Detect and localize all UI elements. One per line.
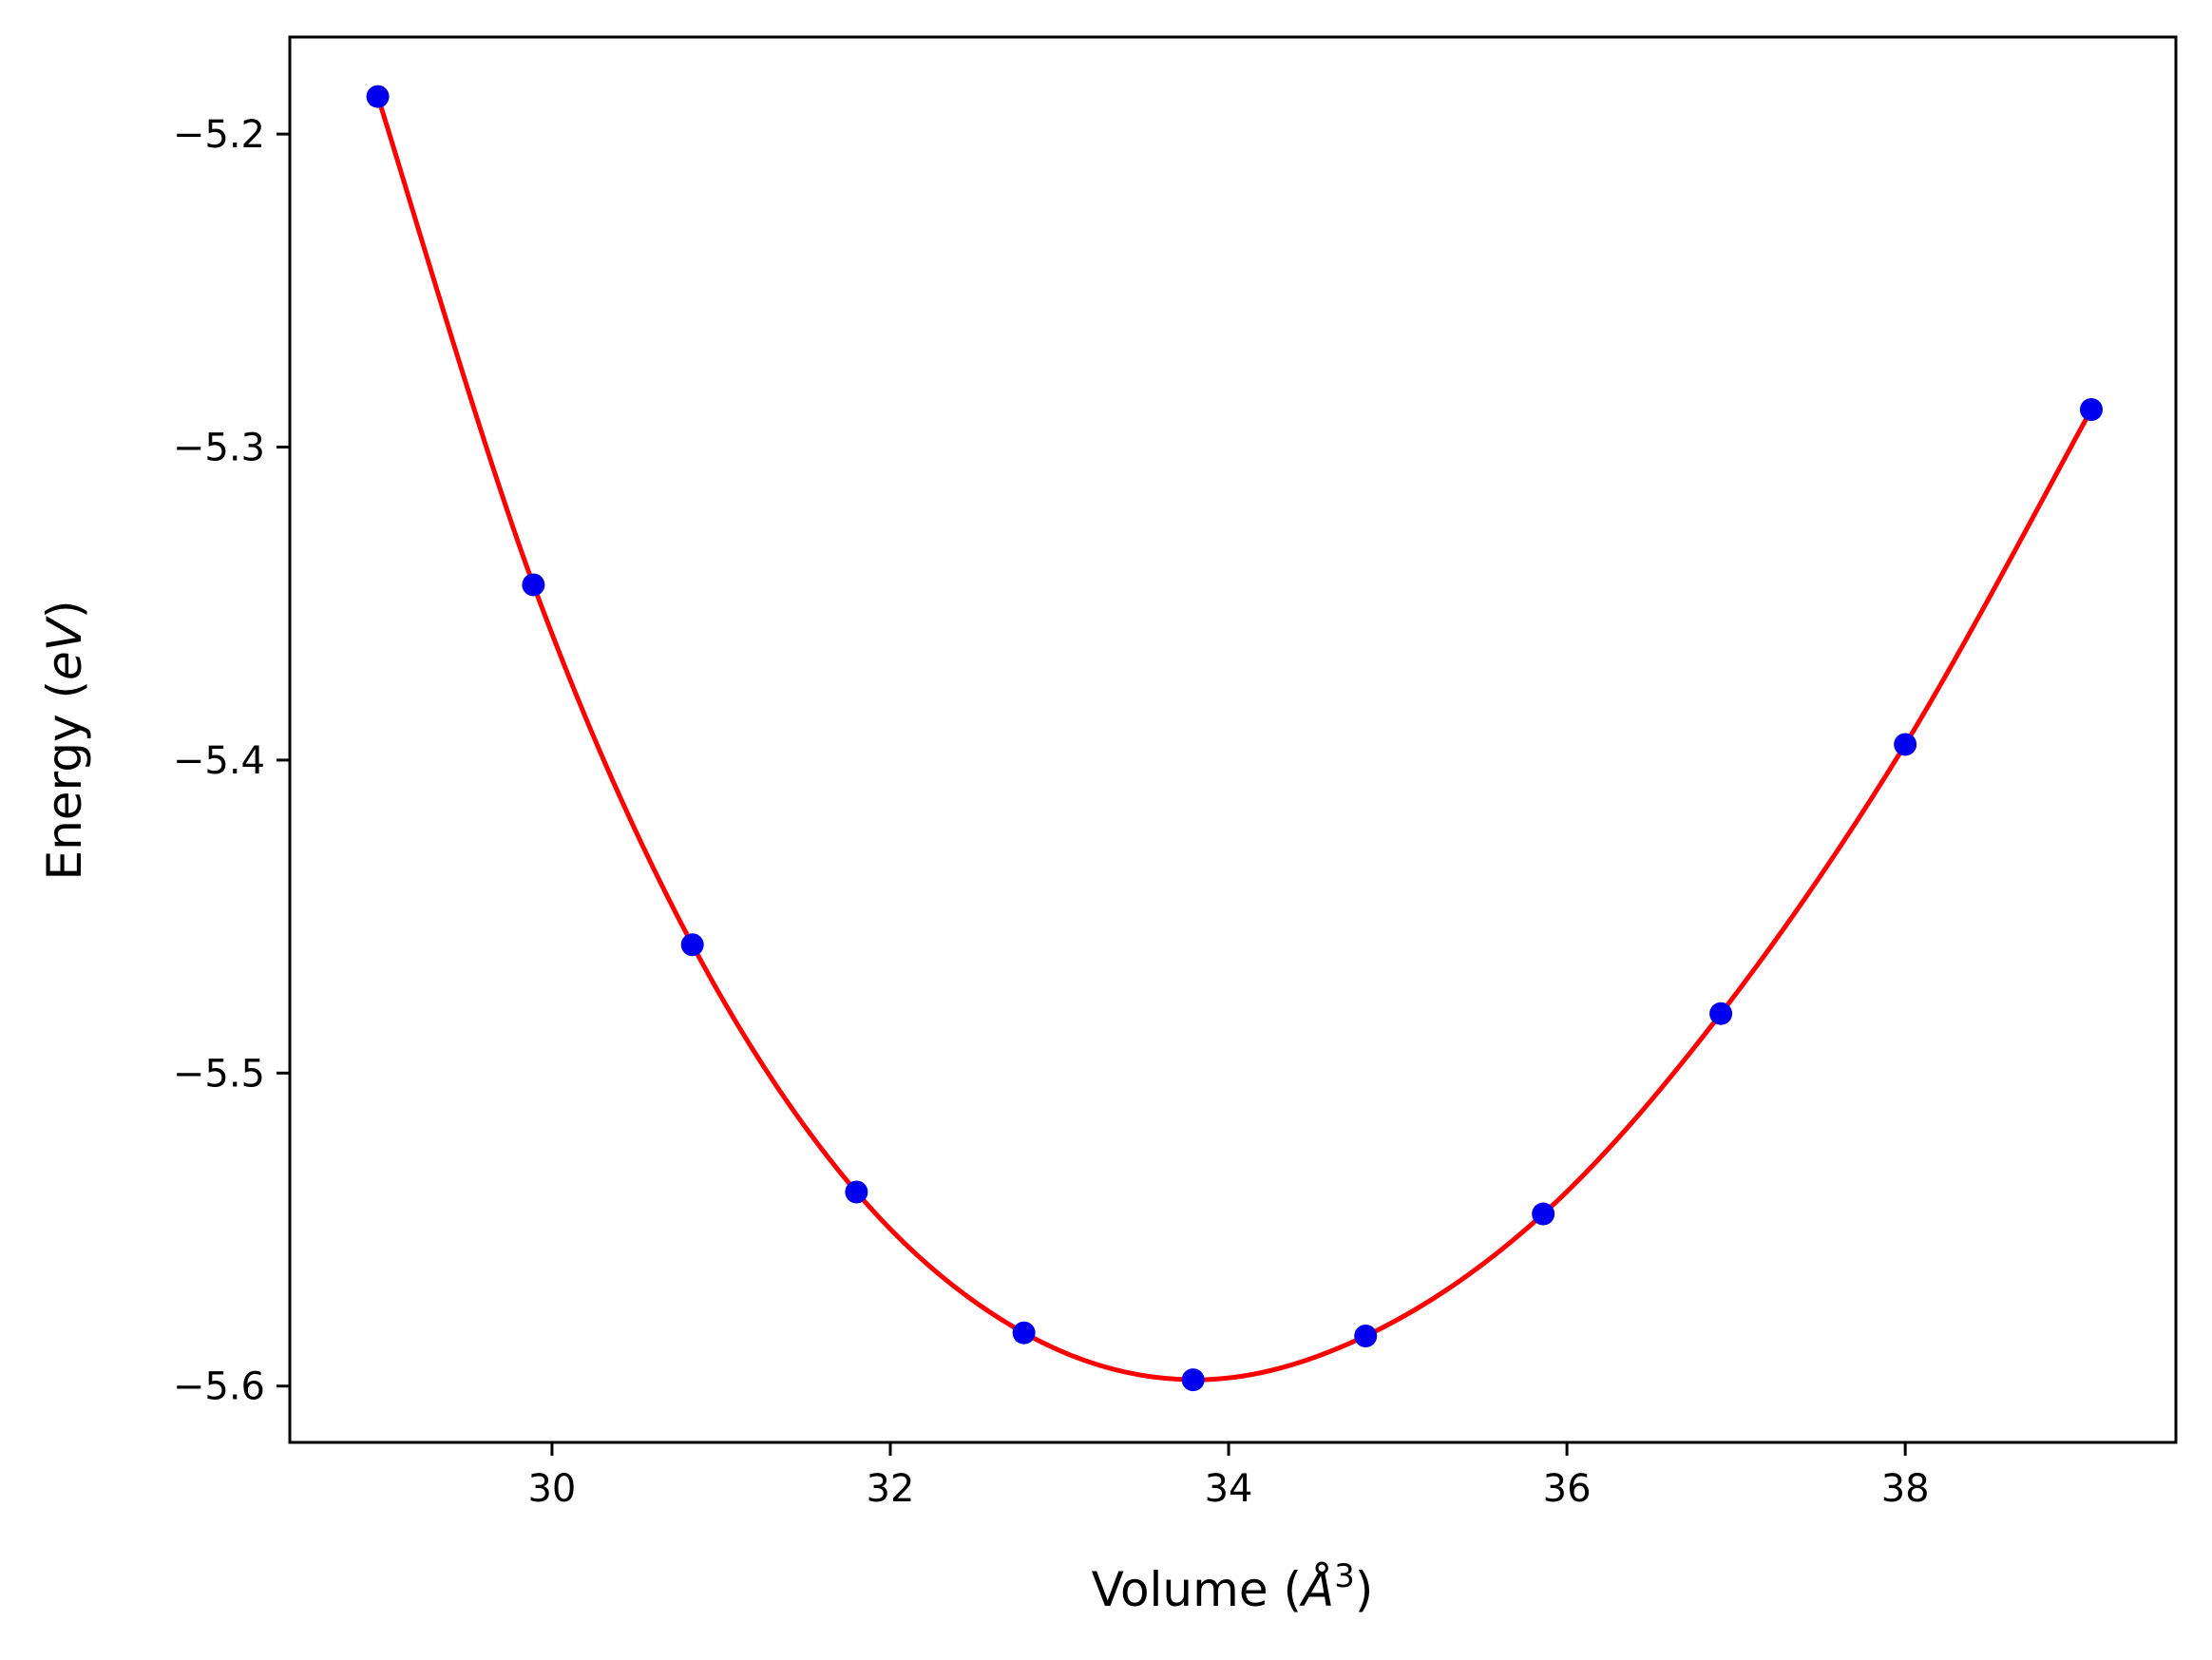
data-point — [1354, 1325, 1378, 1348]
data-point — [680, 933, 704, 957]
data-point — [1532, 1202, 1555, 1226]
x-tick-label: 38 — [1881, 1467, 1930, 1511]
x-tick-label: 36 — [1543, 1467, 1592, 1511]
data-point — [1709, 1002, 1733, 1025]
data-point — [2079, 397, 2103, 421]
x-tick-label: 32 — [867, 1467, 915, 1511]
x-axis-ticks: 30 32 34 36 38 — [527, 1442, 1930, 1511]
data-point — [1181, 1368, 1205, 1392]
y-axis-ticks: −5.2 −5.3 −5.4 −5.5 −5.6 — [173, 113, 290, 1409]
y-tick-label: −5.5 — [173, 1052, 265, 1096]
y-tick-label: −5.2 — [173, 113, 265, 157]
x-tick-label: 34 — [1205, 1467, 1253, 1511]
data-point — [522, 573, 545, 597]
data-point — [1012, 1321, 1036, 1345]
y-axis-label: Energy (eV) — [37, 601, 92, 881]
y-tick-label: −5.3 — [173, 427, 265, 470]
data-points-layer — [366, 85, 2103, 1392]
x-tick-label: 30 — [527, 1467, 576, 1511]
data-point — [845, 1180, 868, 1204]
data-point — [366, 85, 390, 108]
x-axis-label: Volume (Å3) — [1092, 1557, 1374, 1617]
y-tick-label: −5.6 — [173, 1365, 265, 1409]
y-tick-label: −5.4 — [173, 739, 265, 783]
plot-frame — [288, 35, 2178, 1444]
fit-curve — [375, 95, 2094, 1383]
data-point — [1894, 733, 1917, 756]
fit-curve-layer — [375, 95, 2094, 1383]
